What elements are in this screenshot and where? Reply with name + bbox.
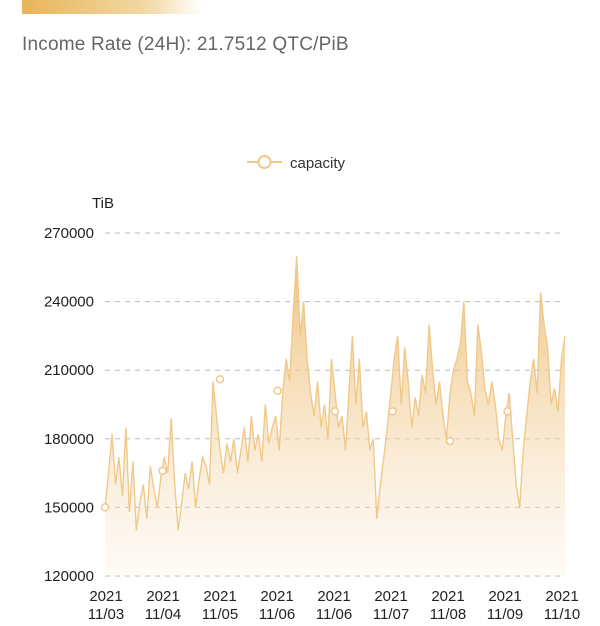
x-tick-year: 2021	[488, 588, 521, 605]
data-point[interactable]	[388, 407, 397, 416]
x-axis-ticks: 202111/03202111/04202111/05202111/062021…	[88, 588, 580, 623]
data-point[interactable]	[445, 436, 455, 446]
x-tick-year: 2021	[89, 588, 122, 605]
data-point[interactable]	[158, 466, 167, 476]
income-rate-text: Income Rate (24H): 21.7512 QTC/PiB	[22, 34, 349, 55]
x-tick-date: 11/06	[316, 606, 352, 623]
data-point[interactable]	[215, 375, 225, 384]
y-tick-label: 180000	[44, 431, 94, 448]
x-tick-year: 2021	[317, 588, 350, 605]
x-tick-year: 2021	[260, 588, 293, 605]
capacity-area	[105, 255, 565, 576]
x-tick-date: 11/04	[145, 606, 181, 623]
legend-label-capacity: capacity	[290, 155, 346, 172]
section-title-accent	[22, 0, 202, 14]
x-tick-year: 2021	[203, 588, 236, 605]
x-tick-date: 11/05	[202, 606, 238, 623]
capacity-line	[104, 255, 566, 531]
data-point[interactable]	[330, 407, 340, 416]
y-tick-label: 240000	[44, 294, 94, 311]
y-tick-label: 120000	[44, 568, 94, 585]
chart-legend[interactable]: capacity	[247, 155, 346, 172]
data-point[interactable]	[100, 503, 110, 512]
series-area	[104, 255, 566, 576]
x-tick-year: 2021	[545, 588, 578, 605]
y-axis-unit-label: TiB	[92, 195, 114, 212]
x-tick-year: 2021	[146, 588, 179, 605]
x-tick-date: 11/09	[487, 606, 523, 623]
x-tick-date: 11/07	[373, 606, 409, 623]
x-tick-year: 2021	[431, 588, 464, 605]
y-tick-label: 150000	[44, 499, 94, 516]
legend-marker-icon	[257, 155, 272, 169]
series-points	[100, 375, 512, 512]
data-point[interactable]	[273, 386, 282, 396]
x-tick-date: 11/06	[259, 606, 295, 623]
data-point[interactable]	[503, 407, 512, 416]
y-tick-label: 210000	[44, 362, 94, 379]
x-tick-date: 11/10	[544, 606, 580, 623]
x-tick-date: 11/03	[88, 606, 124, 623]
y-axis-ticks: 120000 150000 180000 210000 240000 270000	[44, 225, 94, 585]
x-tick-date: 11/08	[430, 606, 466, 623]
x-tick-year: 2021	[374, 588, 407, 605]
y-tick-label: 270000	[44, 225, 94, 242]
